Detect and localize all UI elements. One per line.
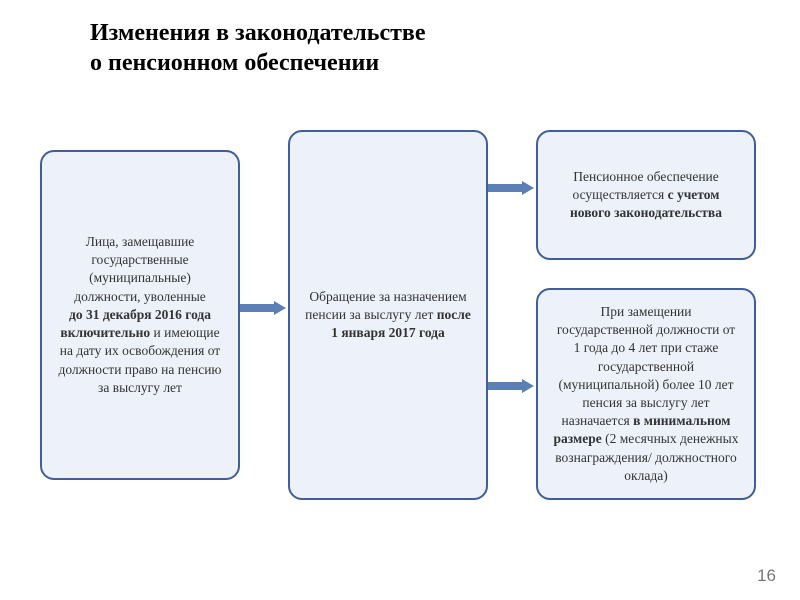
title-line-2: о пенсионном обеспечении [90, 50, 379, 76]
page-title: Изменения в законодательстве о пенсионно… [90, 18, 426, 78]
box-right-bottom: При замещении государственной должности … [536, 288, 756, 500]
box-right-top: Пенсионное обеспечение осуществляется с … [536, 130, 756, 260]
box-right-top-text: Пенсионное обеспечение осуществляется с … [552, 168, 740, 223]
box-left-text: Лица, замещавшие государственные (муници… [56, 233, 224, 397]
box-right-bottom-text: При замещении государственной должности … [552, 303, 740, 485]
box-left: Лица, замещавшие государственные (муници… [40, 150, 240, 480]
box-mid-text: Обращение за назначением пенсии за выслу… [304, 288, 472, 343]
box-mid: Обращение за назначением пенсии за выслу… [288, 130, 488, 500]
title-line-1: Изменения в законодательстве [90, 20, 426, 46]
slide-number: 16 [757, 566, 776, 586]
